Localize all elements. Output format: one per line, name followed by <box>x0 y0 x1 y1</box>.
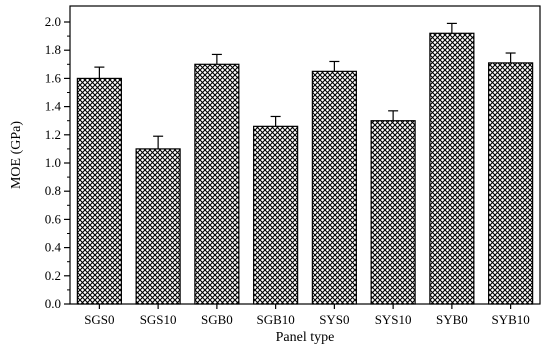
bar <box>253 125 299 305</box>
x-axis: SGS0 SGS10 SGB0 SGB10 SYS0 SYS10 SYB0 SYB10 <box>84 304 530 327</box>
y-tick-label: 1.8 <box>45 42 61 57</box>
x-tick-label: SGB0 <box>201 312 233 327</box>
y-tick-label: 1.0 <box>45 155 61 170</box>
bar <box>76 77 122 305</box>
x-tick-label: SYB0 <box>436 312 468 327</box>
y-tick-label: 0.4 <box>45 240 62 255</box>
y-tick-label: 0.6 <box>45 211 62 226</box>
y-tick-label: 1.6 <box>45 70 62 85</box>
y-tick-label: 1.2 <box>45 127 61 142</box>
x-axis-title: Panel type <box>276 330 335 345</box>
x-tick-label: SGB10 <box>256 312 294 327</box>
y-tick-label: 2.0 <box>45 14 61 29</box>
x-tick-label: SGS10 <box>140 312 177 327</box>
x-tick-label: SYB10 <box>491 312 529 327</box>
y-tick-label: 0.8 <box>45 183 61 198</box>
y-tick-label: 1.4 <box>45 99 62 114</box>
bar <box>194 63 240 305</box>
bar <box>429 32 475 305</box>
x-tick-label: SYS10 <box>375 312 412 327</box>
bar <box>311 70 357 305</box>
plot-area <box>69 5 541 305</box>
bar <box>135 148 181 305</box>
x-tick-label: SYS0 <box>319 312 349 327</box>
plot-frame <box>69 5 541 305</box>
bar <box>370 120 416 305</box>
y-tick-label: 0.0 <box>45 296 61 311</box>
y-axis: 0.0 0.2 0.4 0.6 0.8 1.0 1.2 1.4 1.6 1.8 2.0 <box>45 14 70 311</box>
bar <box>488 62 534 305</box>
x-tick-label: SGS0 <box>84 312 114 327</box>
y-tick-label: 0.2 <box>45 268 61 283</box>
y-axis-title: MOE (GPa) <box>9 121 24 189</box>
